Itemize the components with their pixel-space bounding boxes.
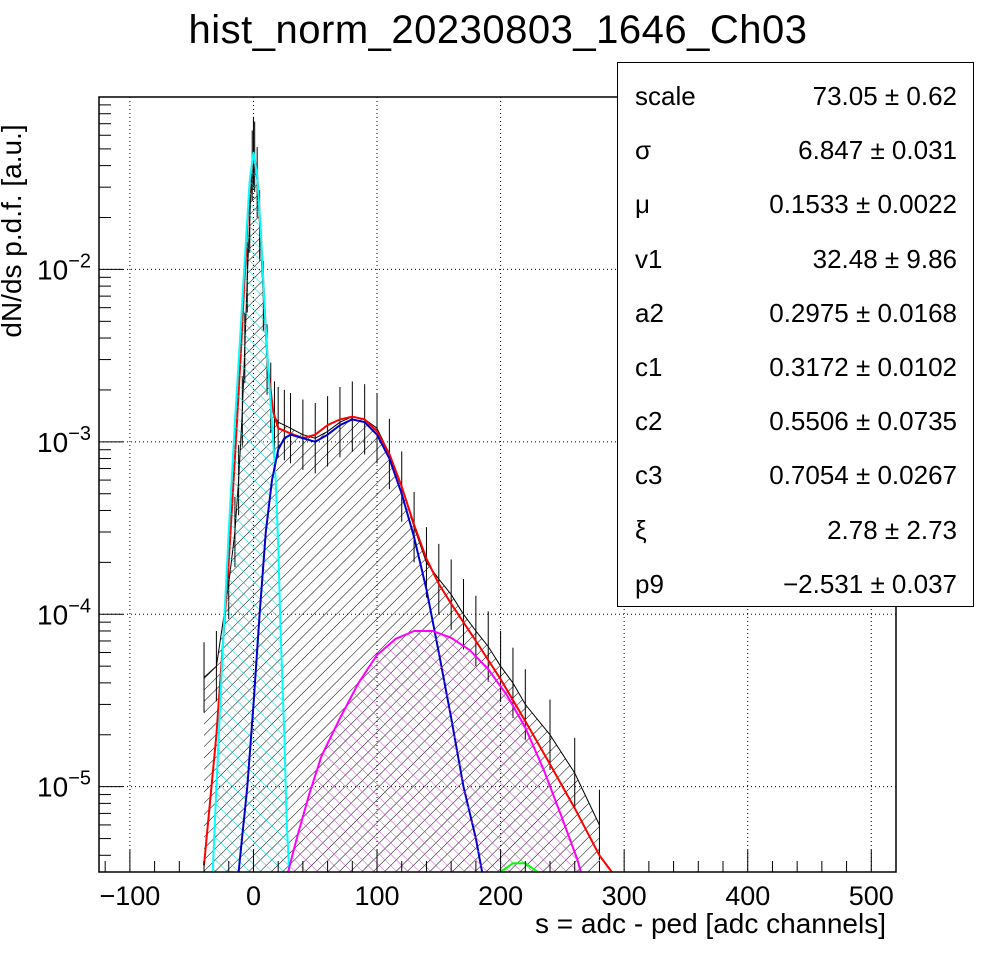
x-tick-label: 400 bbox=[725, 881, 770, 911]
y-tick-label: 10−5 bbox=[37, 768, 91, 803]
stat-value: 6.847 ± 0.031 bbox=[798, 135, 957, 166]
stat-name: ξ bbox=[635, 514, 647, 545]
stat-name: c2 bbox=[635, 406, 663, 437]
stat-name: c1 bbox=[635, 352, 663, 382]
stat-row: c1 0.3172 ± 0.0102 bbox=[618, 340, 973, 394]
stat-name: p9 bbox=[635, 568, 664, 599]
stat-name: a2 bbox=[635, 297, 664, 328]
x-tick-label: 0 bbox=[246, 881, 261, 911]
stat-name: v1 bbox=[635, 243, 663, 274]
plot-clip-group bbox=[203, 116, 613, 872]
x-tick-label: 500 bbox=[849, 881, 894, 911]
stat-value: 2.78 ± 2.73 bbox=[827, 514, 957, 545]
series-line bbox=[500, 862, 539, 872]
stat-row: a2 0.2975 ± 0.0168 bbox=[618, 286, 973, 340]
stat-value: 73.05 ± 0.62 bbox=[812, 81, 957, 111]
stat-name: c3 bbox=[635, 460, 663, 491]
stat-value: 0.7054 ± 0.0267 bbox=[769, 460, 957, 491]
stat-row: scale 73.05 ± 0.62 bbox=[618, 69, 973, 123]
x-tick-label: 200 bbox=[478, 881, 523, 911]
y-tick-label: 10−4 bbox=[37, 595, 91, 630]
stat-row: σ 6.847 ± 0.031 bbox=[618, 123, 973, 177]
y-tick-label: 10−3 bbox=[37, 423, 91, 458]
x-tick-label: 300 bbox=[602, 881, 647, 911]
stat-name: scale bbox=[635, 81, 696, 111]
x-tick-label: −100 bbox=[99, 881, 160, 911]
stat-value: 0.3172 ± 0.0102 bbox=[769, 352, 957, 382]
y-tick-label: 10−2 bbox=[37, 250, 91, 285]
stat-row: μ 0.1533 ± 0.0022 bbox=[618, 177, 973, 231]
x-axis-label: s = adc - ped [adc channels] bbox=[535, 908, 886, 939]
series-line bbox=[287, 630, 582, 872]
stat-row: c3 0.7054 ± 0.0267 bbox=[618, 448, 973, 502]
stat-value: −2.531 ± 0.037 bbox=[782, 568, 957, 599]
stat-row: p9 −2.531 ± 0.037 bbox=[618, 557, 973, 611]
stat-name: μ bbox=[635, 189, 650, 220]
series-hatch bbox=[288, 631, 581, 872]
series-hatch bbox=[212, 152, 290, 872]
series-line bbox=[211, 151, 291, 872]
stat-value: 32.48 ± 9.86 bbox=[812, 243, 957, 274]
stat-value: 0.5506 ± 0.0735 bbox=[769, 406, 957, 437]
fit-stats-box: scale 73.05 ± 0.62 σ 6.847 ± 0.031 μ 0.1533 ±… bbox=[617, 62, 974, 607]
x-tick-label: 100 bbox=[354, 881, 399, 911]
stat-value: 0.2975 ± 0.0168 bbox=[769, 297, 957, 328]
stat-row: c2 0.5506 ± 0.0735 bbox=[618, 394, 973, 448]
stat-name: σ bbox=[635, 135, 652, 166]
stat-value: 0.1533 ± 0.0022 bbox=[769, 189, 957, 220]
stat-row: ξ 2.78 ± 2.73 bbox=[618, 503, 973, 557]
y-axis-label: dN/ds p.d.f. [a.u.] bbox=[0, 124, 27, 338]
chart-title: hist_norm_20230803_1646_Ch03 bbox=[188, 8, 808, 52]
stat-row: v1 32.48 ± 9.86 bbox=[618, 232, 973, 286]
